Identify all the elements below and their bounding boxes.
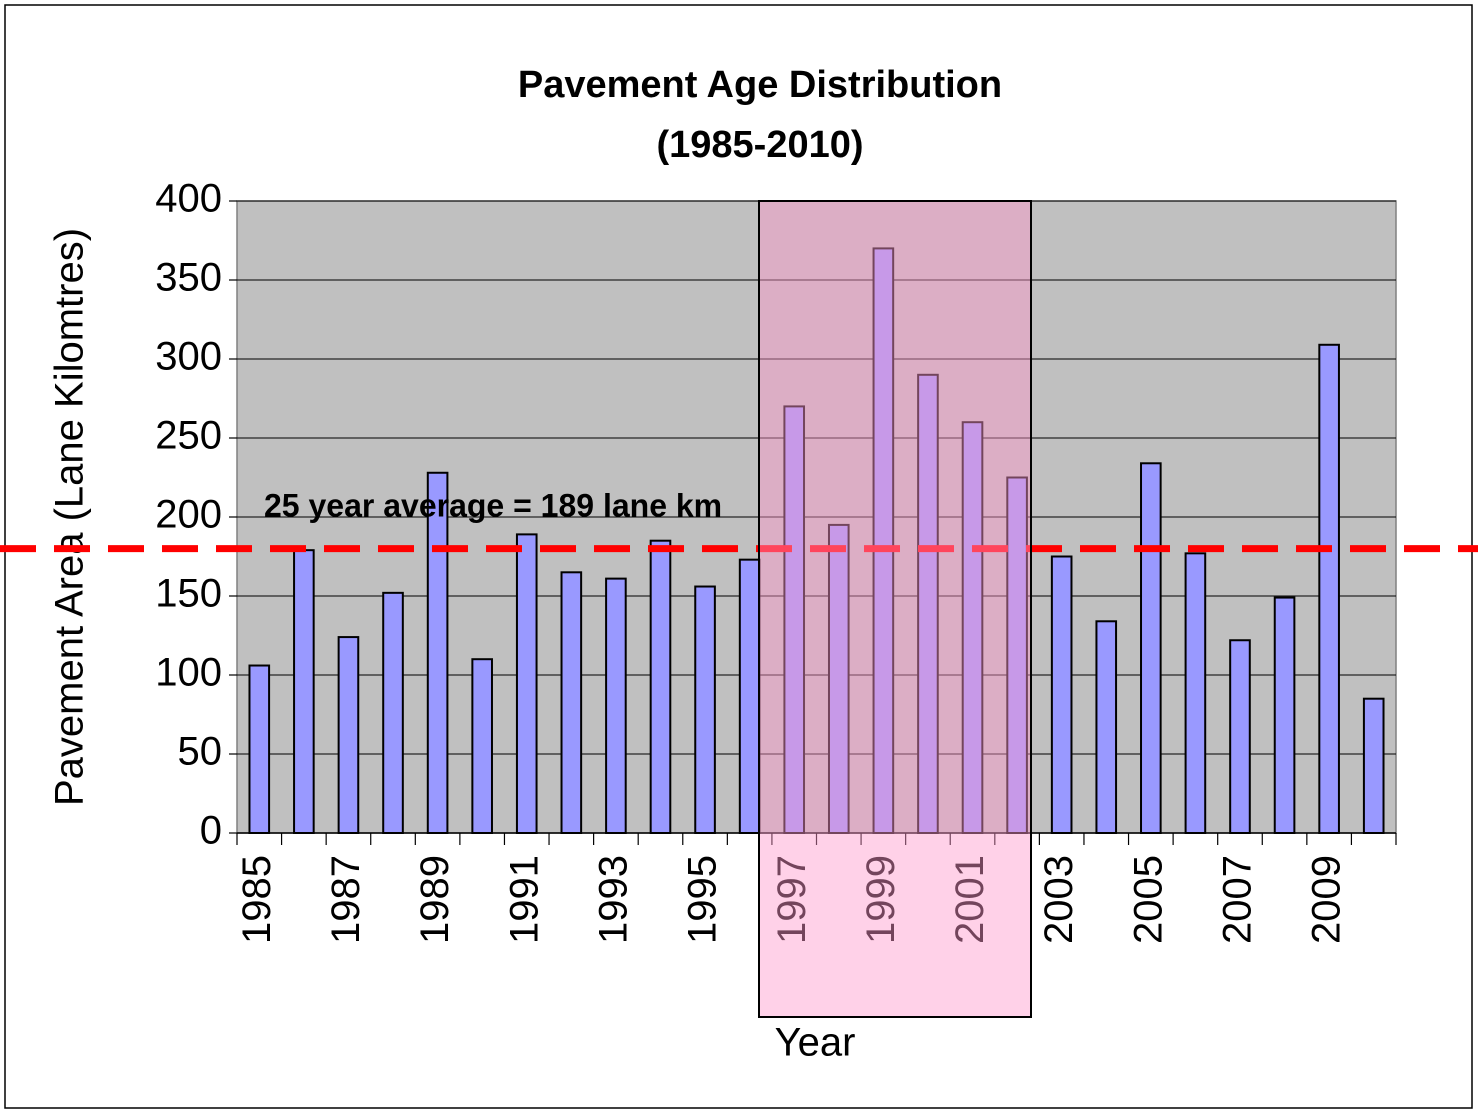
bar xyxy=(337,636,360,835)
bar xyxy=(827,523,850,835)
x-tick-label: 1985 xyxy=(235,855,279,944)
y-tick-label: 0 xyxy=(200,809,222,853)
x-tick-label: 2007 xyxy=(1216,855,1260,944)
x-tick-label: 1999 xyxy=(859,855,903,944)
annotation: 25 year average = 189 lane km xyxy=(264,487,722,523)
y-tick-label: 100 xyxy=(155,651,222,695)
bar xyxy=(248,664,271,835)
bar xyxy=(783,405,806,834)
x-tick-label: 1989 xyxy=(413,855,457,944)
bar xyxy=(515,533,538,834)
bar xyxy=(872,247,895,834)
x-tick-label: 2009 xyxy=(1305,855,1349,944)
x-axis-label: Year xyxy=(775,1021,856,1065)
bar xyxy=(738,558,761,834)
x-tick-label: 1997 xyxy=(770,855,814,944)
x-tick-label: 1991 xyxy=(502,855,546,944)
x-tick-label: 1993 xyxy=(591,855,635,944)
x-tick-label: 1987 xyxy=(324,855,368,944)
x-tick-label: 2003 xyxy=(1037,855,1081,944)
y-axis-label: Pavement Area (Lane Kilomtres) xyxy=(48,228,92,806)
bar xyxy=(1095,620,1118,835)
y-tick-label: 200 xyxy=(155,493,222,537)
bar xyxy=(382,591,404,835)
y-tick-label: 300 xyxy=(155,335,222,379)
bar xyxy=(649,539,672,834)
highlight-box xyxy=(758,200,1032,1018)
bar xyxy=(1273,596,1296,835)
bar xyxy=(426,471,449,834)
bar xyxy=(1140,462,1162,834)
bar xyxy=(1184,552,1207,835)
bar xyxy=(293,549,315,834)
y-tick-label: 50 xyxy=(178,730,223,774)
bar xyxy=(917,373,939,834)
x-tick-label: 2001 xyxy=(948,855,992,944)
bar xyxy=(1362,697,1385,835)
chart-subtitle: (1985-2010) xyxy=(656,124,863,166)
y-tick-label: 350 xyxy=(155,256,222,300)
bar xyxy=(1318,343,1340,834)
bar xyxy=(1006,476,1028,834)
bar xyxy=(560,571,583,834)
bar xyxy=(471,658,493,835)
bar xyxy=(694,585,716,835)
y-tick-label: 150 xyxy=(155,572,222,616)
bar xyxy=(1050,555,1073,834)
chart-title: Pavement Age Distribution xyxy=(518,64,1002,106)
x-tick-label: 1995 xyxy=(681,855,725,944)
y-tick-label: 400 xyxy=(155,177,222,221)
x-tick-label: 2005 xyxy=(1126,855,1170,944)
bar xyxy=(1229,639,1251,834)
bar xyxy=(605,577,627,834)
y-tick-label: 250 xyxy=(155,414,222,458)
bar xyxy=(961,421,984,834)
